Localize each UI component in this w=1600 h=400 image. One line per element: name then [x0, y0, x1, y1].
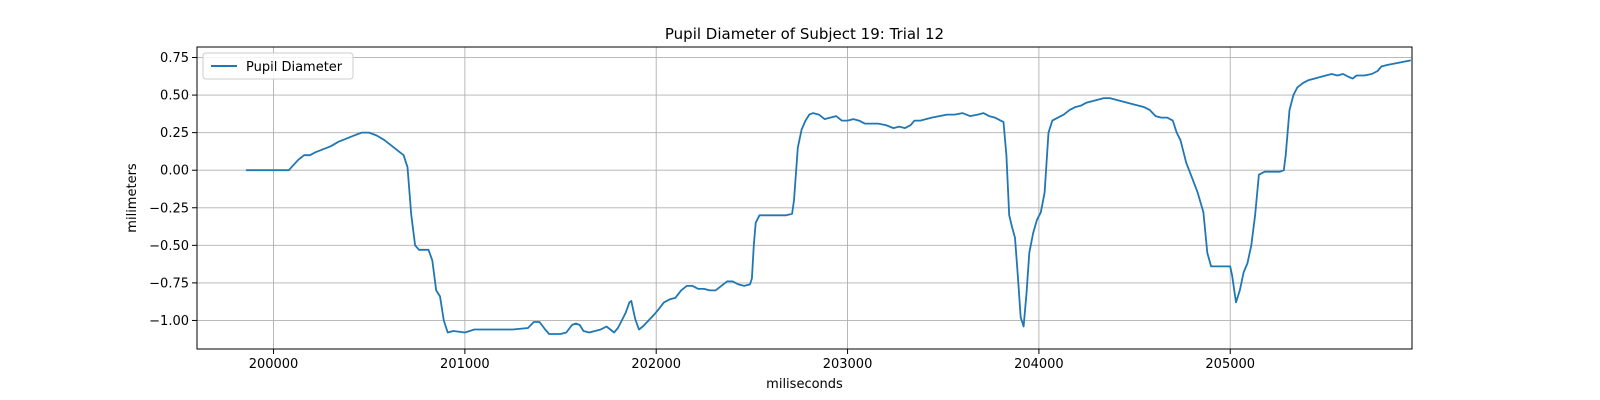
- series-line-pupil-diameter: [245, 59, 1411, 335]
- y-axis-label: milimeters: [125, 163, 140, 233]
- legend-label: Pupil Diameter: [246, 60, 343, 75]
- y-tick-label: 0.50: [160, 89, 189, 104]
- legend: Pupil Diameter: [202, 52, 354, 80]
- y-tick-label: −0.25: [149, 201, 189, 216]
- y-tick-label: 0.75: [160, 51, 189, 66]
- series-layer: [245, 59, 1411, 335]
- plot-frame: [196, 46, 1413, 350]
- y-tick-label: 0.25: [160, 126, 189, 141]
- y-tick-label: −1.00: [149, 314, 189, 329]
- x-tick-label: 205000: [1205, 357, 1255, 372]
- x-tick-label: 204000: [1014, 357, 1064, 372]
- grid: [197, 47, 1412, 349]
- y-tick-label: −0.50: [149, 239, 189, 254]
- x-tick-label: 203000: [823, 357, 873, 372]
- legend-box: [202, 52, 354, 80]
- axis-ticks: 200000 201000 202000 203000 204000 205000 0.75…: [149, 51, 1255, 372]
- x-tick-label: 202000: [631, 357, 681, 372]
- x-tick-label: 201000: [440, 357, 490, 372]
- chart-title: Pupil Diameter of Subject 19: Trial 12: [665, 25, 944, 43]
- y-tick-label: −0.75: [149, 276, 189, 291]
- y-tick-label: 0.00: [160, 164, 189, 179]
- x-tick-label: 200000: [249, 357, 299, 372]
- x-axis-label: miliseconds: [766, 377, 843, 392]
